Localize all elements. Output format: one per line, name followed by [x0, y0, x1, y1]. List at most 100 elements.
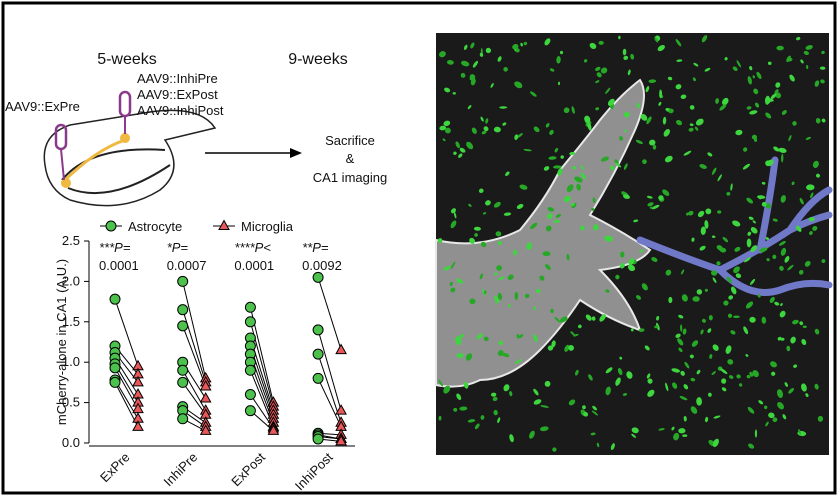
speck: [752, 220, 756, 224]
speck: [765, 202, 771, 209]
speck: [456, 278, 464, 284]
speck: [821, 118, 826, 123]
speck: [651, 257, 658, 262]
speck: [680, 269, 685, 275]
injection-label: AAV9::InhiPost: [137, 103, 224, 118]
microscopy-image: [435, 33, 833, 455]
speck: [746, 238, 752, 248]
speck: [704, 220, 709, 229]
speck: [523, 148, 532, 152]
speck: [588, 374, 593, 381]
microglia-point: [132, 375, 144, 387]
speck: [497, 56, 502, 62]
speck: [765, 421, 769, 427]
speck: [555, 213, 561, 218]
speck: [682, 434, 688, 437]
speck: [696, 289, 703, 295]
microglia-point: [335, 434, 347, 446]
speck: [747, 76, 752, 85]
speck: [798, 429, 801, 435]
speck: [515, 48, 520, 53]
speck: [799, 197, 804, 205]
speck: [569, 151, 576, 156]
speck: [444, 87, 451, 93]
speck: [479, 273, 484, 280]
speck: [688, 210, 694, 216]
speck: [479, 52, 484, 57]
speck: [514, 134, 519, 140]
pair-line: [317, 329, 342, 411]
speck: [466, 141, 474, 150]
speck: [469, 298, 476, 305]
speck: [530, 222, 538, 230]
speck: [723, 300, 729, 306]
speck: [452, 92, 456, 95]
speck: [620, 251, 625, 258]
speck: [604, 235, 613, 242]
speck: [610, 165, 615, 171]
speck: [592, 197, 596, 204]
speck: [659, 89, 663, 99]
speck: [814, 328, 820, 335]
speck: [792, 319, 799, 325]
speck: [728, 375, 734, 379]
speck: [733, 315, 740, 319]
arrow-head: [290, 148, 302, 158]
speck: [745, 354, 749, 357]
speck: [788, 135, 792, 142]
speck: [533, 306, 536, 311]
speck: [753, 88, 759, 95]
speck: [727, 313, 733, 318]
speck: [482, 212, 487, 215]
speck: [646, 116, 652, 125]
speck: [746, 106, 752, 110]
speck: [439, 125, 447, 131]
astrocyte-point: [177, 413, 189, 425]
speck: [633, 219, 639, 223]
speck: [679, 395, 688, 401]
astrocyte-specks: [437, 35, 826, 452]
speck: [757, 195, 762, 200]
speck: [465, 353, 473, 361]
speck: [676, 59, 683, 62]
speck: [668, 296, 673, 304]
speck: [711, 371, 716, 376]
speck: [598, 40, 604, 45]
speck: [745, 301, 754, 309]
speck: [739, 383, 743, 387]
speck: [549, 129, 554, 135]
timepoint: 5-weeks: [97, 51, 157, 68]
speck: [591, 316, 596, 321]
speck: [514, 291, 519, 301]
speck: [812, 225, 818, 231]
speck: [770, 93, 777, 100]
speck: [619, 262, 625, 269]
speck: [715, 98, 720, 104]
speck: [776, 45, 784, 51]
speck: [542, 251, 551, 257]
speck: [563, 195, 571, 203]
speck: [707, 328, 712, 333]
speck: [595, 80, 600, 84]
speck: [713, 415, 721, 419]
p-value: 0.0001: [99, 258, 139, 273]
speck: [568, 399, 576, 406]
speck: [692, 77, 696, 82]
speck: [455, 141, 460, 149]
speck: [593, 227, 599, 231]
astrocyte-point: [244, 389, 256, 401]
speck: [649, 206, 653, 209]
speck: [780, 195, 786, 203]
speck: [595, 66, 601, 72]
speck: [493, 126, 501, 133]
speck: [746, 374, 751, 379]
astrocyte-point: [109, 293, 121, 305]
speck: [748, 216, 754, 220]
speck: [599, 314, 606, 322]
legend-label: Astrocyte: [128, 219, 182, 234]
speck: [696, 369, 701, 375]
speck: [575, 369, 579, 376]
speck: [683, 415, 687, 422]
speck: [446, 60, 454, 65]
speck: [559, 316, 568, 323]
